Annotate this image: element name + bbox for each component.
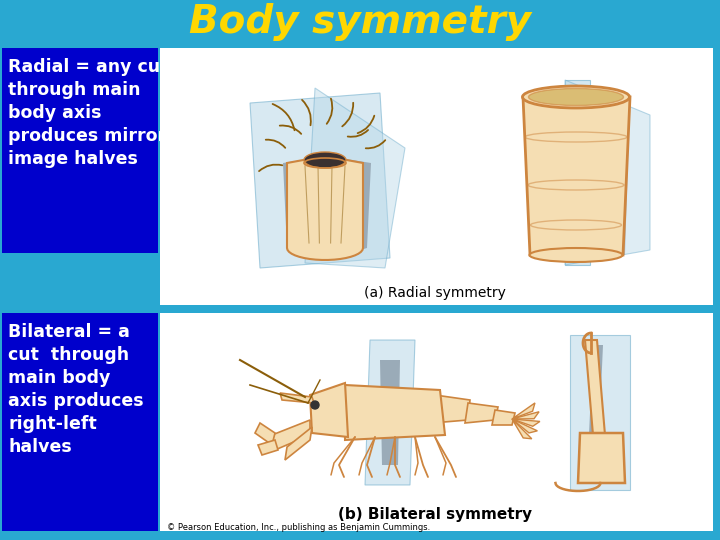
FancyBboxPatch shape — [160, 48, 713, 305]
Ellipse shape — [529, 248, 623, 262]
Polygon shape — [578, 433, 625, 483]
Text: © Pearson Education, Inc., publishing as Benjamin Cummings.: © Pearson Education, Inc., publishing as… — [167, 523, 431, 531]
Polygon shape — [365, 340, 415, 485]
Text: Body symmetry: Body symmetry — [189, 3, 531, 41]
Polygon shape — [525, 95, 577, 255]
Polygon shape — [255, 423, 275, 445]
Polygon shape — [285, 427, 312, 460]
Text: (b) Bilateral symmetry: (b) Bilateral symmetry — [338, 508, 532, 523]
Polygon shape — [465, 403, 498, 423]
Polygon shape — [523, 97, 630, 255]
Polygon shape — [283, 156, 371, 260]
Polygon shape — [512, 403, 535, 419]
Polygon shape — [310, 383, 348, 437]
Polygon shape — [280, 393, 314, 403]
Ellipse shape — [528, 89, 624, 105]
Polygon shape — [512, 419, 540, 426]
Polygon shape — [577, 95, 630, 255]
Polygon shape — [512, 412, 539, 419]
Polygon shape — [380, 360, 400, 465]
Text: (a) Radial symmetry: (a) Radial symmetry — [364, 286, 506, 300]
FancyBboxPatch shape — [160, 313, 713, 531]
Ellipse shape — [523, 86, 629, 108]
Polygon shape — [250, 93, 390, 268]
Text: Radial = any cut
through main
body axis
produces mirror
image halves: Radial = any cut through main body axis … — [8, 58, 168, 167]
Polygon shape — [512, 419, 537, 433]
Circle shape — [311, 401, 319, 409]
Text: Bilateral = a
cut  through
main body
axis produces
right-left
halves: Bilateral = a cut through main body axis… — [8, 323, 143, 456]
Polygon shape — [272, 420, 310, 450]
Polygon shape — [345, 385, 445, 440]
FancyBboxPatch shape — [2, 48, 158, 253]
Polygon shape — [512, 419, 532, 439]
Polygon shape — [585, 340, 605, 435]
Polygon shape — [305, 88, 405, 268]
Polygon shape — [565, 80, 590, 265]
FancyBboxPatch shape — [2, 313, 158, 531]
Polygon shape — [287, 156, 363, 260]
Polygon shape — [570, 335, 630, 490]
Polygon shape — [587, 345, 603, 480]
Polygon shape — [258, 440, 278, 455]
Polygon shape — [565, 80, 650, 265]
Polygon shape — [492, 410, 515, 425]
Ellipse shape — [304, 152, 346, 168]
Polygon shape — [432, 395, 470, 423]
